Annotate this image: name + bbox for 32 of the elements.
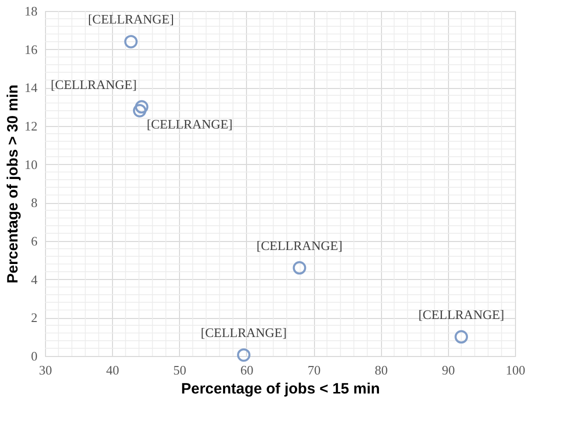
x-tick-label: 100 [506,362,526,378]
x-tick-label: 50 [173,362,186,378]
x-tick-label: 60 [240,362,254,378]
point [132,104,146,118]
x-tick-label: 90 [442,362,455,378]
annotation: [CELLRANGE] [200,325,287,340]
x-tick-label: 70 [308,362,321,378]
point [237,348,250,362]
y-tick-label: 16 [24,42,38,57]
y-tick-label: 12 [24,118,38,134]
y-tick-label: 2 [31,310,38,326]
annotation: [CELLRANGE] [256,238,342,253]
point [292,261,306,275]
y-tick-label: 6 [31,234,38,248]
x-tick-label: 30 [39,362,52,378]
point [134,100,148,114]
x-tick-label: 80 [374,362,388,378]
point [454,330,468,344]
annotation: [CELLRANGE] [146,116,233,132]
x-axis-title: Percentage of jobs < 15 min [181,380,380,398]
y-tick-label: 0 [31,348,38,364]
y-tick-label: 14 [24,80,38,96]
y-tick-label: 8 [31,195,38,210]
annotation: [CELLRANGE] [418,306,504,322]
y-tick-label: 4 [31,272,38,287]
y-tick-label: 18 [24,4,38,18]
y-tick-label: 10 [24,156,38,172]
y-axis-title: Percentage of jobs > 30 min [4,84,22,284]
x-tick-label: 40 [106,362,120,378]
annotation: [CELLRANGE] [50,76,137,92]
annotation: [CELLRANGE] [88,12,174,27]
point [124,34,138,48]
